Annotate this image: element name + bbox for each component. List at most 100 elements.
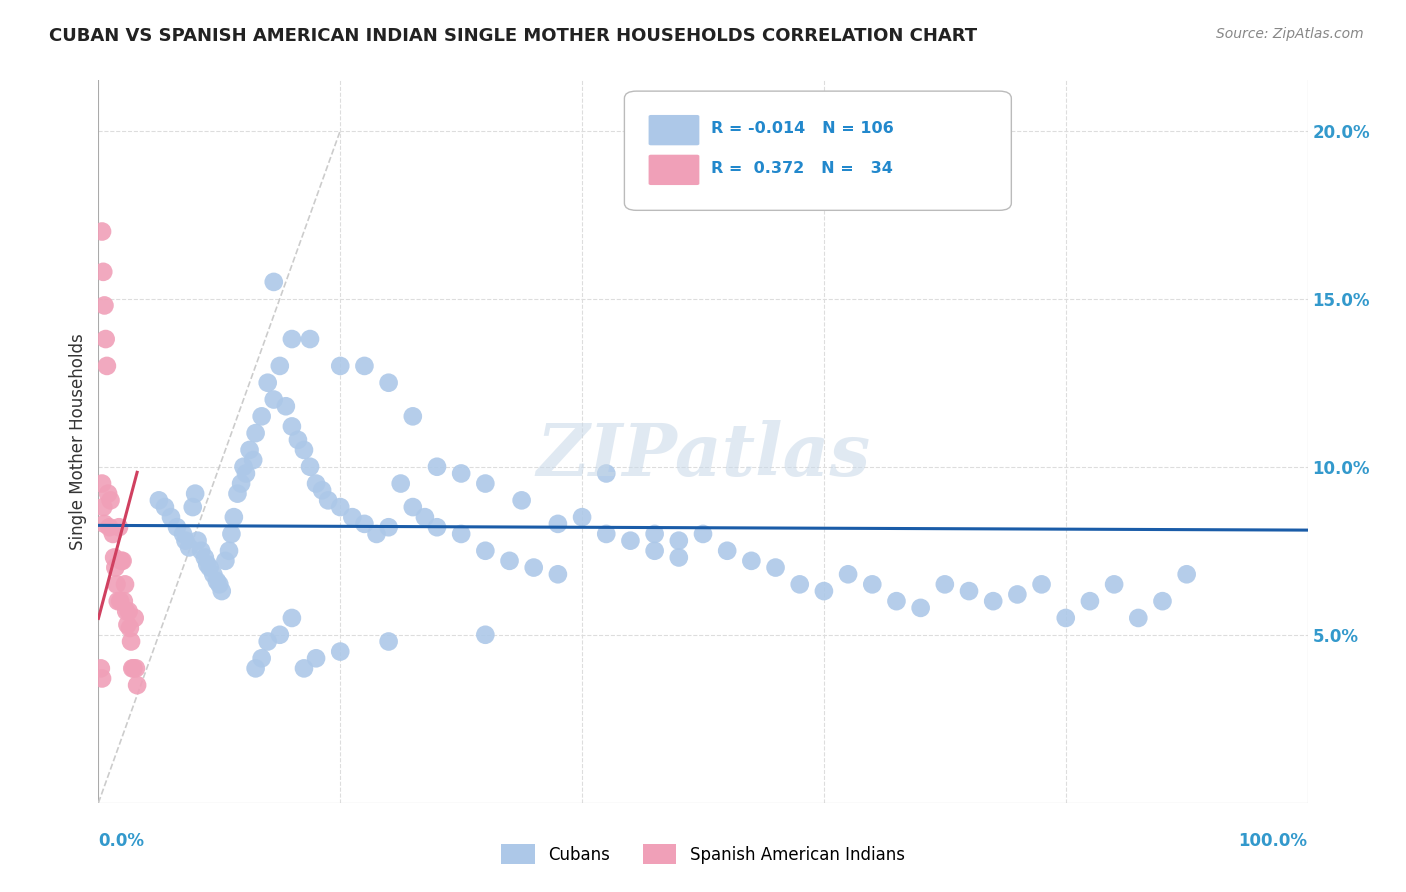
Point — [316, 493, 339, 508]
Point — [153, 500, 176, 514]
Point — [813, 584, 835, 599]
Point — [269, 359, 291, 373]
Point — [281, 419, 304, 434]
Point — [281, 611, 304, 625]
Point — [619, 533, 641, 548]
Point — [402, 409, 425, 424]
Point — [114, 577, 136, 591]
Point — [595, 527, 617, 541]
Point — [105, 577, 128, 591]
Point — [329, 359, 352, 373]
Point — [1054, 611, 1077, 625]
Point — [117, 617, 139, 632]
Point — [118, 621, 141, 635]
Point — [239, 442, 262, 457]
Point — [426, 520, 449, 534]
Point — [1102, 577, 1125, 591]
Text: Source: ZipAtlas.com: Source: ZipAtlas.com — [1216, 27, 1364, 41]
Point — [263, 392, 285, 407]
Point — [91, 500, 114, 514]
Text: ZIPatlas: ZIPatlas — [536, 420, 870, 491]
Point — [214, 554, 236, 568]
Point — [104, 560, 127, 574]
Point — [450, 467, 472, 481]
Point — [263, 275, 285, 289]
Point — [226, 486, 249, 500]
Point — [91, 265, 114, 279]
Point — [108, 520, 131, 534]
Point — [122, 661, 145, 675]
Point — [547, 516, 569, 531]
Point — [187, 533, 209, 548]
Point — [121, 661, 143, 675]
FancyBboxPatch shape — [648, 115, 699, 145]
Point — [886, 594, 908, 608]
Point — [377, 634, 399, 648]
Point — [450, 527, 472, 541]
Point — [716, 543, 738, 558]
Point — [377, 520, 399, 534]
Point — [474, 543, 496, 558]
Point — [377, 376, 399, 390]
Point — [194, 550, 217, 565]
Point — [510, 493, 533, 508]
Point — [474, 476, 496, 491]
Point — [112, 594, 135, 608]
Point — [668, 533, 690, 548]
Point — [1031, 577, 1053, 591]
Point — [100, 493, 122, 508]
Point — [957, 584, 980, 599]
Point — [91, 672, 114, 686]
Point — [245, 661, 267, 675]
Point — [184, 486, 207, 500]
Point — [125, 661, 148, 675]
Point — [120, 634, 142, 648]
Point — [523, 560, 546, 574]
Point — [353, 359, 375, 373]
Point — [299, 459, 322, 474]
Point — [91, 225, 114, 239]
Point — [90, 661, 112, 675]
Point — [474, 628, 496, 642]
Point — [981, 594, 1004, 608]
Point — [353, 516, 375, 531]
Point — [98, 520, 121, 534]
Point — [765, 560, 787, 574]
Point — [202, 567, 225, 582]
Point — [498, 554, 520, 568]
Point — [1078, 594, 1101, 608]
Point — [174, 533, 197, 548]
Text: 100.0%: 100.0% — [1239, 831, 1308, 850]
Point — [91, 476, 114, 491]
Point — [124, 611, 146, 625]
Text: CUBAN VS SPANISH AMERICAN INDIAN SINGLE MOTHER HOUSEHOLDS CORRELATION CHART: CUBAN VS SPANISH AMERICAN INDIAN SINGLE … — [49, 27, 977, 45]
Point — [242, 453, 264, 467]
Point — [245, 426, 267, 441]
Point — [644, 527, 666, 541]
Point — [256, 634, 278, 648]
Point — [97, 486, 120, 500]
Point — [1152, 594, 1174, 608]
Point — [111, 554, 134, 568]
Point — [198, 560, 221, 574]
Point — [118, 604, 141, 618]
Point — [274, 399, 297, 413]
Point — [166, 520, 188, 534]
Point — [148, 493, 170, 508]
Point — [837, 567, 859, 582]
FancyBboxPatch shape — [624, 91, 1011, 211]
Point — [232, 459, 254, 474]
Point — [190, 543, 212, 558]
Point — [292, 661, 315, 675]
Point — [211, 584, 233, 599]
Point — [934, 577, 956, 591]
Text: R =  0.372   N =   34: R = 0.372 N = 34 — [711, 161, 893, 176]
Point — [860, 577, 883, 591]
Point — [101, 527, 124, 541]
Point — [329, 500, 352, 514]
FancyBboxPatch shape — [648, 154, 699, 185]
Point — [413, 510, 436, 524]
Point — [96, 359, 118, 373]
Point — [329, 644, 352, 658]
Point — [127, 678, 149, 692]
